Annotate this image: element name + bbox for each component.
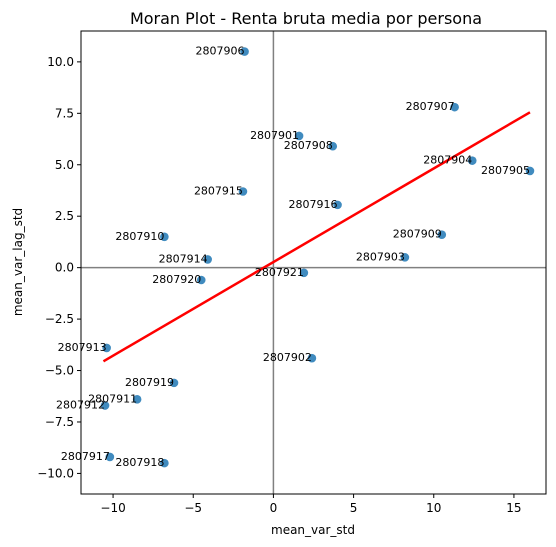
point-label-2807904: 2807904 <box>423 154 472 167</box>
axis-ticks: −10 −5 0 5 10 15 −10.0 −7.5 −5.0 −2.5 0.0 2.5 5.0 7.5… <box>37 55 521 515</box>
data-point-2807915 <box>238 187 248 196</box>
data-point-2807911 <box>132 395 142 404</box>
point-label-2807913: 2807913 <box>58 341 107 354</box>
x-axis-label: mean_var_std <box>271 523 355 537</box>
point-label-2807919: 2807919 <box>125 376 174 389</box>
point-label-2807915: 2807915 <box>194 185 243 198</box>
y-axis-label: mean_var_lag_std <box>11 208 25 316</box>
y-tick-label: 2.5 <box>55 209 74 223</box>
data-point-2807905 <box>525 166 535 176</box>
data-point-2807921 <box>299 268 309 278</box>
x-tick-label: −10 <box>100 501 125 515</box>
point-label-2807910: 2807910 <box>115 230 164 243</box>
point-label-2807918: 2807918 <box>115 456 164 469</box>
point-label-2807907: 2807907 <box>406 100 455 113</box>
data-point-2807920 <box>196 275 206 285</box>
point-label-2807901: 2807901 <box>250 129 299 142</box>
data-point-2807909 <box>437 230 447 240</box>
data-point-2807901 <box>294 131 304 141</box>
data-point-2807906 <box>240 47 249 56</box>
point-label-2807916: 2807916 <box>289 198 338 211</box>
point-label-2807903: 2807903 <box>356 250 405 263</box>
point-label-2807905: 2807905 <box>481 164 530 177</box>
y-tick-label: 7.5 <box>55 106 74 120</box>
y-tick-label: −2.5 <box>45 312 74 326</box>
data-point-2807916 <box>333 200 342 210</box>
point-label-2807914: 2807914 <box>159 252 208 265</box>
data-point-2807908 <box>328 141 338 151</box>
point-label-2807908: 2807908 <box>284 139 333 152</box>
point-label-2807921: 2807921 <box>255 266 304 279</box>
data-point-2807902 <box>307 353 317 363</box>
point-label-2807906: 2807906 <box>196 45 245 58</box>
x-tick-label: 5 <box>350 501 358 515</box>
data-point-2807917 <box>105 452 115 462</box>
regression-line <box>102 111 531 363</box>
y-tick-label: 5.0 <box>55 158 74 172</box>
y-tick-label: 10.0 <box>47 55 74 69</box>
x-tick-label: 15 <box>506 501 521 515</box>
data-point-2807903 <box>400 253 410 262</box>
data-point-2807907 <box>450 102 459 112</box>
data-point-2807912 <box>100 401 110 410</box>
data-point-2807914 <box>203 255 212 264</box>
y-tick-label: −7.5 <box>45 415 74 429</box>
point-label-2807909: 2807909 <box>393 228 442 241</box>
plot-frame <box>80 30 547 495</box>
data-point-2807904 <box>467 156 477 165</box>
x-tick-label: 10 <box>426 501 441 515</box>
data-point-2807919 <box>169 378 179 388</box>
data-point-2807918 <box>160 458 169 468</box>
data-point-2807910 <box>160 232 169 242</box>
y-tick-label: 0.0 <box>55 261 74 275</box>
point-label-2807917: 2807917 <box>61 450 110 463</box>
x-tick-label: −5 <box>184 501 202 515</box>
point-label-2807902: 2807902 <box>263 351 312 364</box>
data-point-2807913 <box>102 343 111 353</box>
point-label-2807920: 2807920 <box>152 273 201 286</box>
x-tick-label: 0 <box>270 501 278 515</box>
y-tick-label: −10.0 <box>37 466 74 480</box>
y-tick-label: −5.0 <box>45 364 74 378</box>
point-label-2807911: 2807911 <box>88 392 137 405</box>
chart-title: Moran Plot - Renta bruta media por perso… <box>130 9 482 28</box>
